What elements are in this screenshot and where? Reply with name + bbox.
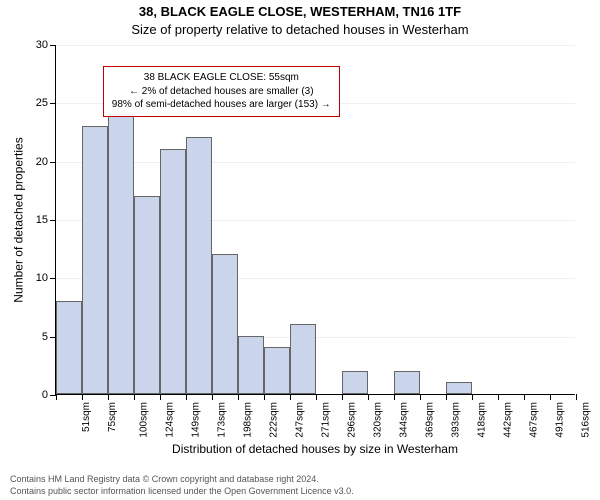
x-tick-label: 296sqm <box>347 402 358 438</box>
x-tick-label: 124sqm <box>165 402 176 438</box>
x-tick-label: 369sqm <box>425 402 436 438</box>
x-tick <box>160 394 161 400</box>
y-axis-label: Number of detached properties <box>12 45 26 395</box>
histogram-bar <box>342 371 368 394</box>
x-tick <box>290 394 291 400</box>
y-tick-label: 0 <box>42 389 48 401</box>
callout-line: 38 BLACK EAGLE CLOSE: 55sqm <box>112 71 331 85</box>
x-tick-label: 247sqm <box>295 402 306 438</box>
x-tick <box>264 394 265 400</box>
histogram-bar <box>290 324 316 394</box>
histogram-bar <box>56 301 82 394</box>
footer-line-1: Contains HM Land Registry data © Crown c… <box>10 474 319 484</box>
x-tick-label: 271sqm <box>321 402 332 438</box>
y-tick-label: 25 <box>36 97 48 109</box>
footer-line-2: Contains public sector information licen… <box>10 486 354 496</box>
x-tick-label: 442sqm <box>503 402 514 438</box>
x-tick <box>186 394 187 400</box>
gridline <box>56 45 575 46</box>
x-tick <box>342 394 343 400</box>
histogram-bar <box>264 347 290 394</box>
histogram-bar <box>160 149 186 394</box>
x-tick-label: 516sqm <box>581 402 592 438</box>
histogram-bar <box>446 382 472 394</box>
x-tick <box>394 394 395 400</box>
x-tick <box>368 394 369 400</box>
x-tick-label: 320sqm <box>373 402 384 438</box>
x-tick-label: 149sqm <box>191 402 202 438</box>
y-tick <box>50 278 56 279</box>
x-tick-label: 100sqm <box>139 402 150 438</box>
x-tick <box>576 394 577 400</box>
x-axis-label: Distribution of detached houses by size … <box>55 442 575 456</box>
plot-area: 05101520253051sqm75sqm100sqm124sqm149sqm… <box>55 45 575 395</box>
x-tick-label: 467sqm <box>529 402 540 438</box>
x-tick-label: 75sqm <box>107 402 118 432</box>
y-tick-label: 10 <box>36 272 48 284</box>
callout-line: 98% of semi-detached houses are larger (… <box>112 98 331 112</box>
y-tick <box>50 103 56 104</box>
x-tick-label: 222sqm <box>269 402 280 438</box>
y-tick <box>50 220 56 221</box>
y-tick <box>50 162 56 163</box>
x-tick <box>316 394 317 400</box>
y-tick <box>50 45 56 46</box>
callout-line: ← 2% of detached houses are smaller (3) <box>112 85 331 99</box>
x-tick <box>82 394 83 400</box>
chart-title-sub: Size of property relative to detached ho… <box>0 22 600 37</box>
x-tick-label: 344sqm <box>399 402 410 438</box>
x-tick <box>420 394 421 400</box>
y-tick-label: 5 <box>42 331 48 343</box>
x-tick-label: 51sqm <box>81 402 92 432</box>
histogram-bar <box>394 371 420 394</box>
chart-title-main: 38, BLACK EAGLE CLOSE, WESTERHAM, TN16 1… <box>0 4 600 19</box>
histogram-bar <box>82 126 108 394</box>
x-tick <box>498 394 499 400</box>
histogram-bar <box>108 114 134 394</box>
y-tick-label: 30 <box>36 39 48 51</box>
histogram-bar <box>212 254 238 394</box>
x-tick <box>238 394 239 400</box>
x-tick <box>524 394 525 400</box>
x-tick-label: 491sqm <box>555 402 566 438</box>
callout-box: 38 BLACK EAGLE CLOSE: 55sqm← 2% of detac… <box>103 66 340 117</box>
y-tick-label: 15 <box>36 214 48 226</box>
histogram-bar <box>134 196 160 394</box>
x-tick <box>134 394 135 400</box>
x-tick <box>472 394 473 400</box>
x-tick <box>108 394 109 400</box>
histogram-bar <box>238 336 264 394</box>
x-tick-label: 173sqm <box>217 402 228 438</box>
x-tick-label: 418sqm <box>477 402 488 438</box>
x-tick <box>446 394 447 400</box>
x-tick-label: 198sqm <box>243 402 254 438</box>
x-tick-label: 393sqm <box>451 402 462 438</box>
x-tick <box>550 394 551 400</box>
histogram-bar <box>186 137 212 394</box>
x-tick <box>212 394 213 400</box>
y-tick-label: 20 <box>36 156 48 168</box>
x-tick <box>56 394 57 400</box>
